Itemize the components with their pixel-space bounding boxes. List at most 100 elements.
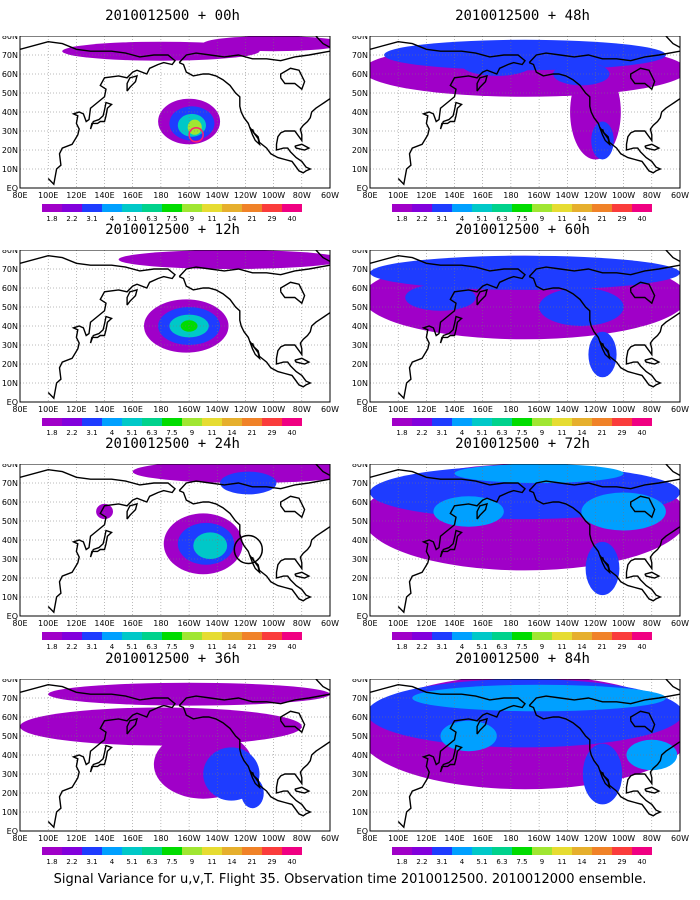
colorbar-label: 4	[460, 429, 465, 437]
lon-tick-label: 140W	[206, 405, 229, 414]
colorbar-label: 14	[578, 643, 587, 651]
lon-tick-label: 120W	[234, 834, 257, 843]
map-frame	[19, 250, 331, 403]
coastline	[315, 464, 330, 477]
coastline	[528, 693, 680, 707]
coastline	[89, 744, 113, 773]
lon-tick-label: 120E	[416, 619, 436, 628]
lat-tick-label: EQ	[7, 398, 18, 407]
colorbar-swatch	[182, 847, 202, 855]
colorbar-swatch	[512, 632, 532, 640]
colorbar-label: 6.3	[496, 643, 507, 651]
colorbar-swatch	[82, 418, 102, 426]
colorbar-swatch	[242, 418, 262, 426]
colorbar-swatch	[222, 418, 242, 426]
lon-tick-label: 120E	[416, 405, 436, 414]
colorbar-swatch	[452, 418, 472, 426]
lon-tick-label: 180	[503, 834, 518, 843]
lon-tick-label: 160E	[473, 619, 493, 628]
colorbar-label: 7.5	[516, 215, 527, 223]
colorbar-swatch	[512, 847, 532, 855]
coastline	[599, 126, 611, 147]
coastline	[249, 340, 261, 361]
lon-tick-label: 100E	[388, 619, 408, 628]
lat-tick-label: 80N	[352, 464, 368, 469]
colorbar: 1.8 2.2 3.1 4 5.1 6.3 7.5 9 11 14 21 29 40	[42, 632, 302, 651]
coastline	[630, 495, 656, 519]
lon-tick-label: 120E	[416, 834, 436, 843]
lat-tick-label: 80N	[352, 250, 368, 255]
map-panel: 2010012500 + 36h EQ 10N 20N 30N 40N 50N 60N 70N 8…	[0, 651, 345, 866]
variance-contour	[118, 250, 330, 269]
lat-tick-label: 60N	[352, 70, 368, 79]
lat-tick-label: 70N	[2, 694, 18, 703]
colorbar-swatch	[532, 847, 552, 855]
lat-tick-label: 80N	[2, 464, 18, 469]
colorbar-swatch	[532, 632, 552, 640]
lon-tick-label: 80E	[362, 405, 377, 414]
colorbar-label: 3.1	[436, 429, 447, 437]
lon-tick-label: 160E	[123, 191, 143, 200]
lat-tick-label: 40N	[352, 322, 368, 331]
colorbar-label: 9	[540, 429, 544, 437]
lon-tick-label: 180	[503, 619, 518, 628]
colorbar-label: 2.2	[416, 643, 427, 651]
lat-tick-label: EQ	[357, 827, 368, 836]
colorbar-label: 7.5	[166, 643, 177, 651]
lon-tick-label: 140E	[94, 619, 114, 628]
colorbar-label: 5.1	[476, 643, 487, 651]
colorbar-swatch	[142, 632, 162, 640]
lat-tick-label: EQ	[357, 184, 368, 193]
colorbar-label: 11	[208, 215, 217, 223]
coastline	[439, 529, 463, 558]
variance-contour	[370, 255, 680, 290]
map-frame	[19, 36, 331, 189]
lat-tick-label: EQ	[357, 612, 368, 621]
lat-tick-label: 30N	[2, 770, 18, 779]
coastline	[630, 281, 656, 305]
colorbar: 1.8 2.2 3.1 4 5.1 6.3 7.5 9 11 14 21 29 40	[42, 418, 302, 437]
colorbar-label: 5.1	[126, 429, 137, 437]
lat-tick-label: 20N	[2, 360, 18, 369]
colorbar-swatch	[432, 632, 452, 640]
map-panel: 2010012500 + 84h EQ 10N 20N 30N 40N 50N 60N 70N 8…	[350, 651, 695, 866]
coastline	[126, 502, 138, 520]
lat-tick-label: 50N	[352, 732, 368, 741]
coastline	[315, 679, 330, 692]
variance-contour	[581, 492, 666, 531]
lat-tick-label: 70N	[352, 694, 368, 703]
colorbar-swatch	[222, 632, 242, 640]
lon-tick-label: 180	[503, 191, 518, 200]
variance-contour	[76, 711, 105, 742]
lon-tick-label: 120E	[66, 405, 86, 414]
colorbar-swatch	[392, 418, 412, 426]
lon-tick-label: 180	[153, 619, 168, 628]
colorbar-label: 11	[208, 643, 217, 651]
colorbar-label: 7.5	[166, 858, 177, 866]
colorbar-label: 14	[228, 858, 237, 866]
variance-contour	[203, 36, 330, 52]
colorbar: 1.8 2.2 3.1 4 5.1 6.3 7.5 9 11 14 21 29 40	[392, 632, 652, 651]
lon-tick-label: 60W	[671, 619, 689, 628]
coastline	[89, 529, 113, 558]
colorbar-swatch	[42, 847, 62, 855]
lat-tick-label: 40N	[2, 536, 18, 545]
colorbar-label: 29	[618, 643, 627, 651]
colorbar: 1.8 2.2 3.1 4 5.1 6.3 7.5 9 11 14 21 29 40	[42, 204, 302, 223]
coastline	[89, 315, 113, 344]
colorbar-swatch	[572, 204, 592, 212]
colorbar-swatch	[412, 847, 432, 855]
panel-title: 2010012500 + 72h	[455, 436, 590, 452]
colorbar-label: 7.5	[166, 429, 177, 437]
map-panel: 2010012500 + 60h EQ 10N 20N 30N 40N 50N 60N 70N 8…	[350, 222, 695, 437]
lon-tick-label: 160E	[473, 834, 493, 843]
lat-tick-label: 80N	[2, 679, 18, 684]
panel-title: 2010012500 + 84h	[455, 651, 590, 667]
lon-tick-label: 160W	[527, 619, 550, 628]
lon-tick-label: 140E	[444, 619, 464, 628]
colorbar-swatch	[452, 204, 472, 212]
lat-tick-label: 30N	[352, 555, 368, 564]
colorbar-swatch	[632, 632, 652, 640]
lon-tick-label: 120E	[416, 191, 436, 200]
colorbar-swatch	[572, 418, 592, 426]
